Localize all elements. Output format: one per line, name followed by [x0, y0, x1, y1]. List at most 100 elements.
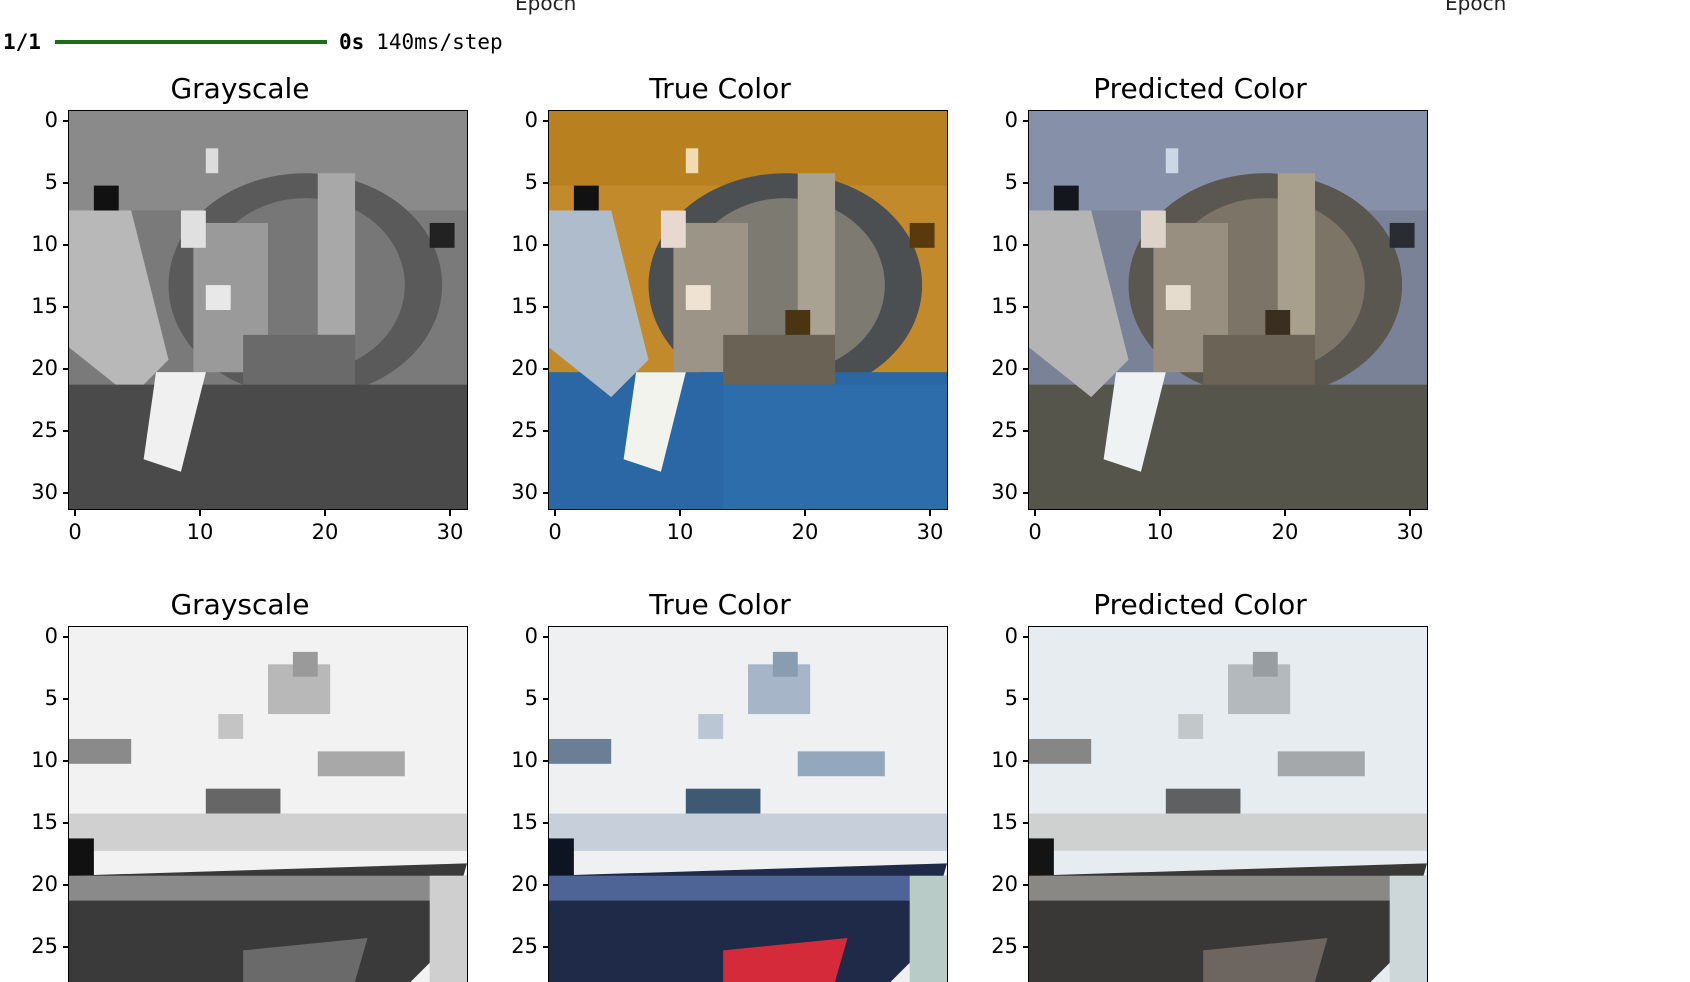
ytick-mark: [543, 120, 549, 122]
ytick-mark: [543, 244, 549, 246]
panel-title: Predicted Color: [1093, 588, 1307, 621]
ytick-mark: [1023, 368, 1029, 370]
ytick-label: 10: [511, 748, 538, 772]
image-axes: [68, 626, 468, 982]
xtick-mark: [1159, 510, 1161, 516]
ytick-mark: [63, 120, 69, 122]
ytick-mark: [63, 636, 69, 638]
ytick-mark: [543, 946, 549, 948]
panel-title: Grayscale: [170, 588, 310, 621]
ytick-label: 15: [991, 294, 1018, 318]
ytick-mark: [543, 822, 549, 824]
ytick-mark: [543, 760, 549, 762]
panel-row1-true-color: True Color 0 5 10 15 20 25 30: [480, 72, 960, 544]
ytick-mark: [543, 368, 549, 370]
ytick-label: 30: [511, 480, 538, 504]
image-axes: [68, 110, 468, 510]
ytick-label: 15: [511, 810, 538, 834]
ytick-label: 0: [524, 624, 538, 648]
panel-title: True Color: [649, 588, 791, 621]
ytick-label: 0: [44, 108, 58, 132]
ytick-label: 10: [991, 232, 1018, 256]
xtick-label: 20: [1271, 520, 1299, 544]
ytick-label: 30: [31, 480, 58, 504]
ytick-mark: [1023, 698, 1029, 700]
prediction-progress-line: 1/1 0s 140ms/step: [3, 28, 503, 56]
xtick-mark: [1034, 510, 1036, 516]
ytick-mark: [1023, 884, 1029, 886]
ytick-label: 25: [31, 418, 58, 442]
ytick-mark: [63, 492, 69, 494]
ytick-mark: [1023, 636, 1029, 638]
ytick-mark: [543, 492, 549, 494]
ytick-label: 20: [511, 356, 538, 380]
step-rate: 140ms/step: [376, 30, 503, 54]
ytick-label: 20: [991, 356, 1018, 380]
xtick-mark: [679, 510, 681, 516]
predicted-color-ship-image: [1029, 627, 1427, 982]
ytick-label: 30: [991, 480, 1018, 504]
ytick-mark: [63, 760, 69, 762]
progress-bar: [54, 40, 327, 44]
grayscale-cat-image: [69, 111, 467, 509]
ytick-label: 10: [511, 232, 538, 256]
ytick-label: 20: [31, 872, 58, 896]
ytick-label: 15: [31, 294, 58, 318]
ytick-label: 0: [1004, 108, 1018, 132]
ytick-mark: [1023, 430, 1029, 432]
panel-row1-predicted-color: Predicted Color 0 5 10 15 20 25 30: [960, 72, 1440, 544]
ytick-mark: [63, 182, 69, 184]
ytick-mark: [1023, 182, 1029, 184]
panel-row2-predicted-color: Predicted Color 0 5 10 15 20 25: [960, 588, 1440, 982]
ytick-mark: [63, 698, 69, 700]
xtick-label: 10: [1146, 520, 1174, 544]
ytick-label: 10: [31, 748, 58, 772]
ytick-label: 25: [991, 418, 1018, 442]
image-axes: [548, 110, 948, 510]
grayscale-ship-image: [69, 627, 467, 982]
xtick-mark: [449, 510, 451, 516]
ytick-mark: [1023, 822, 1029, 824]
predicted-color-cat-image: [1029, 111, 1427, 509]
ytick-label: 0: [524, 108, 538, 132]
ytick-label: 25: [991, 934, 1018, 958]
ytick-label: 10: [991, 748, 1018, 772]
elapsed-time: 0s: [338, 30, 365, 54]
ytick-label: 5: [524, 170, 538, 194]
panel-title: True Color: [649, 72, 791, 105]
ytick-mark: [1023, 946, 1029, 948]
xtick-label: 0: [68, 520, 82, 544]
xtick-label: 30: [436, 520, 464, 544]
step-counter: 1/1: [3, 30, 41, 54]
xtick-label: 0: [1028, 520, 1042, 544]
ytick-label: 20: [511, 872, 538, 896]
ytick-label: 10: [31, 232, 58, 256]
ytick-label: 5: [44, 686, 58, 710]
xtick-mark: [199, 510, 201, 516]
xtick-mark: [324, 510, 326, 516]
ytick-label: 15: [991, 810, 1018, 834]
xtick-label: 30: [1396, 520, 1424, 544]
ytick-label: 15: [31, 810, 58, 834]
xtick-label: 20: [311, 520, 339, 544]
ytick-mark: [63, 430, 69, 432]
ytick-label: 5: [44, 170, 58, 194]
true-color-ship-image: [549, 627, 947, 982]
xtick-mark: [74, 510, 76, 516]
ytick-label: 25: [511, 418, 538, 442]
xtick-label: 10: [186, 520, 214, 544]
xtick-label: 30: [916, 520, 944, 544]
ytick-label: 5: [1004, 170, 1018, 194]
ytick-label: 25: [31, 934, 58, 958]
ytick-mark: [543, 306, 549, 308]
ytick-mark: [1023, 120, 1029, 122]
panel-row1-grayscale: Grayscale 0 5 10 15 20 25 30 0: [0, 72, 480, 544]
ytick-label: 0: [1004, 624, 1018, 648]
ytick-label: 20: [991, 872, 1018, 896]
xtick-mark: [929, 510, 931, 516]
ytick-mark: [1023, 244, 1029, 246]
image-axes: [1028, 110, 1428, 510]
ytick-mark: [63, 306, 69, 308]
ytick-mark: [63, 946, 69, 948]
xtick-mark: [1284, 510, 1286, 516]
